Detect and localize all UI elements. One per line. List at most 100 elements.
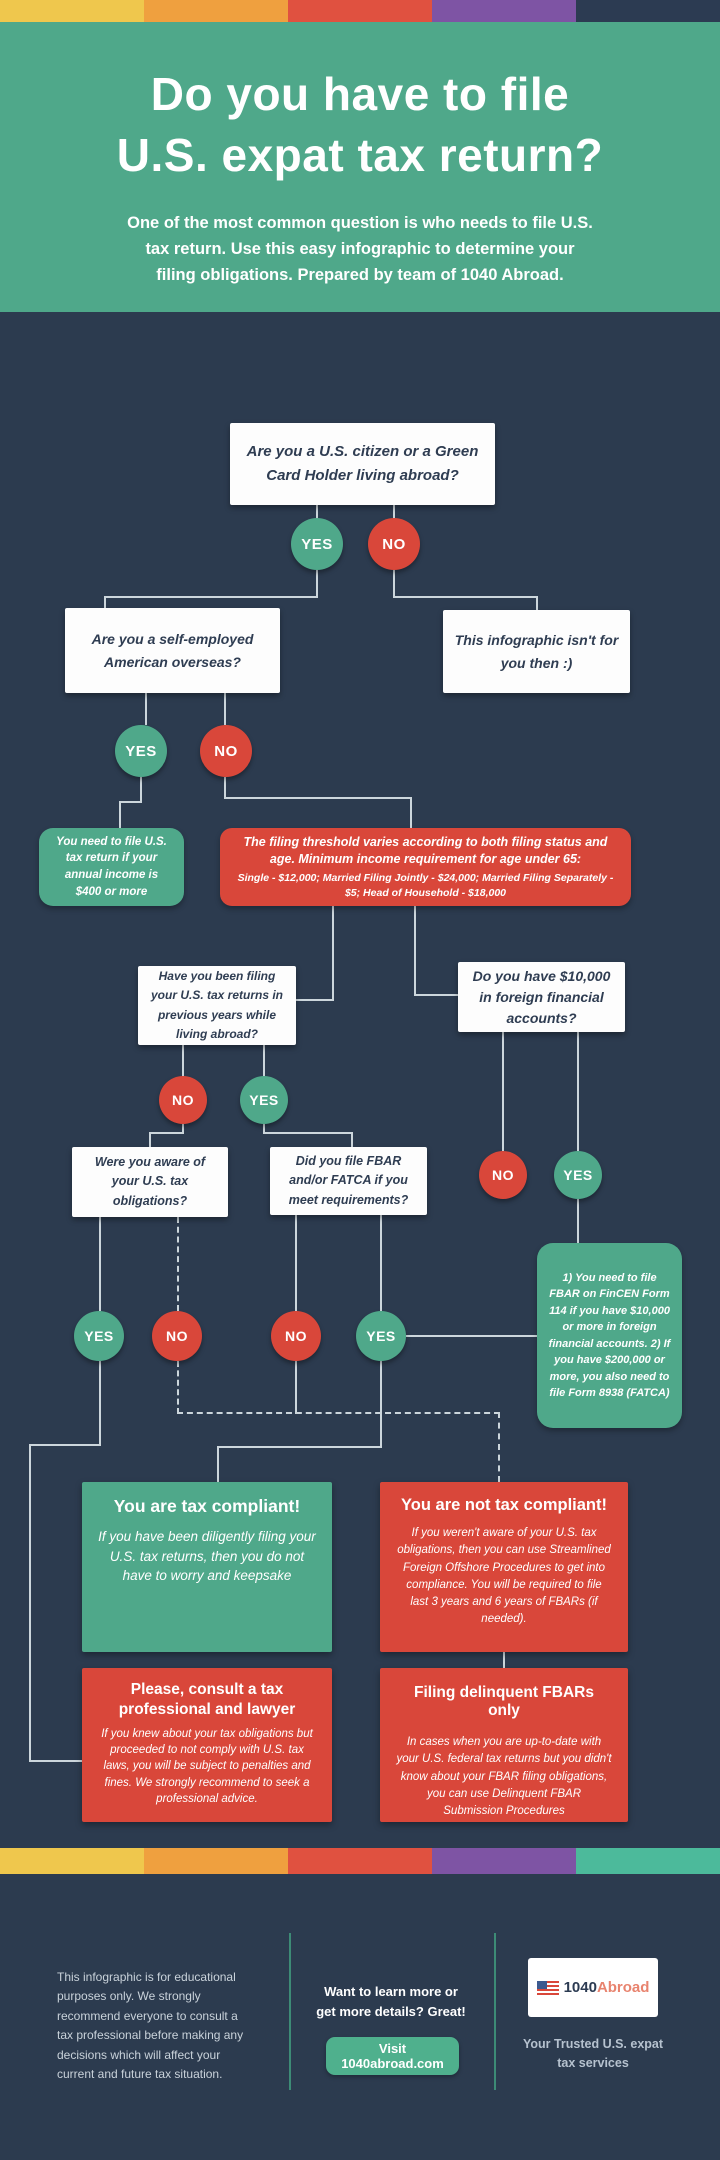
- yes-label: YES: [249, 1092, 279, 1108]
- connector-line: [29, 1444, 31, 1762]
- footer-divider: [289, 1933, 291, 2090]
- visit-website-button[interactable]: Visit 1040abroad.com: [326, 2037, 459, 2075]
- result-not-compliant-body: If you weren't aware of your U.S. tax ob…: [397, 1527, 611, 1626]
- connector-line: [577, 1032, 579, 1151]
- connector-line: [263, 1045, 265, 1076]
- no-label: NO: [382, 535, 406, 553]
- connector-line: [577, 1199, 579, 1243]
- not-for-you-box: This infographic isn't for you then :): [443, 610, 630, 693]
- connector-line: [503, 1652, 505, 1668]
- yes-circle-aware: YES: [74, 1311, 124, 1361]
- connector-line: [414, 906, 416, 996]
- logo-name: Abroad: [596, 1978, 650, 1996]
- yes-label: YES: [301, 535, 333, 553]
- us-flag-icon: [536, 1980, 559, 1995]
- connector-line: [296, 999, 334, 1001]
- yes-circle-fbar-fatca: YES: [356, 1311, 406, 1361]
- connector-line: [29, 1444, 101, 1446]
- page-subtitle: One of the most common question is who n…: [127, 214, 593, 284]
- logo-card: 1040Abroad: [528, 1958, 658, 2017]
- connector-line: [295, 1215, 297, 1311]
- yes-label: YES: [125, 742, 157, 760]
- connector-line-dashed: [177, 1361, 179, 1414]
- result-compliant-title: You are tax compliant!: [113, 1496, 301, 1516]
- connector-line: [263, 1124, 265, 1134]
- stripe-segment-orange: [144, 0, 288, 22]
- filing-threshold-box: The filing threshold varies according to…: [220, 828, 631, 906]
- connector-line: [224, 797, 412, 799]
- question-previous-filing-box: Have you been filing your U.S. tax retur…: [138, 966, 296, 1045]
- result-not-compliant-box: You are not tax compliant! If you weren'…: [380, 1482, 628, 1652]
- connector-line: [119, 801, 142, 803]
- connector-line: [502, 1032, 504, 1151]
- result-not-compliant-title: You are not tax compliant!: [401, 1496, 607, 1514]
- no-label: NO: [285, 1328, 307, 1344]
- yes-circle-foreign-accounts: YES: [554, 1151, 602, 1199]
- stripe-segment-yellow: [0, 0, 144, 22]
- question-citizen-box: Are you a U.S. citizen or a Green Card H…: [230, 423, 495, 505]
- no-circle-fbar-fatca: NO: [271, 1311, 321, 1361]
- connector-line: [316, 505, 318, 519]
- yes-label: YES: [84, 1328, 114, 1344]
- no-circle-previous-filing: NO: [159, 1076, 207, 1124]
- yes-circle-self-employed: YES: [115, 725, 167, 777]
- connector-line: [119, 801, 121, 829]
- stripe-segment-teal: [576, 1848, 720, 1874]
- connector-line: [149, 1132, 184, 1134]
- no-label: NO: [214, 742, 238, 760]
- connector-line: [217, 1446, 382, 1448]
- connector-line: [99, 1217, 101, 1311]
- connector-line: [316, 570, 318, 596]
- header-banner: Do you have to file U.S. expat tax retur…: [0, 22, 720, 312]
- connector-line: [380, 1361, 382, 1448]
- stripe-segment-orange: [144, 1848, 288, 1874]
- connector-line-dashed: [177, 1412, 500, 1414]
- no-label: NO: [166, 1328, 188, 1344]
- connector-line: [182, 1124, 184, 1134]
- no-circle-self-employed: NO: [200, 725, 252, 777]
- no-circle-aware: NO: [152, 1311, 202, 1361]
- question-fbar-fatca-box: Did you file FBAR and/or FATCA if you me…: [270, 1147, 427, 1215]
- question-self-employed-box: Are you a self-employed American oversea…: [65, 608, 280, 693]
- result-delinquent-title: Filing delinquent FBARs only: [414, 1684, 594, 1719]
- no-circle-citizen: NO: [368, 518, 420, 570]
- result-consult-box: Please, consult a tax professional and l…: [82, 1668, 332, 1822]
- result-consult-body: If you knew about your tax obligations b…: [101, 1728, 313, 1805]
- yes-circle-previous-filing: YES: [240, 1076, 288, 1124]
- bottom-color-stripe: [0, 1848, 720, 1874]
- stripe-segment-purple: [432, 1848, 576, 1874]
- footer-divider: [494, 1933, 496, 2090]
- connector-line: [332, 906, 334, 1001]
- no-label: NO: [492, 1167, 514, 1183]
- footer-cta-text: Want to learn more or get more details? …: [316, 1984, 466, 2019]
- no-circle-foreign-accounts: NO: [479, 1151, 527, 1199]
- connector-line: [393, 596, 538, 598]
- connector-line: [536, 596, 538, 611]
- connector-line: [149, 1132, 151, 1147]
- result-delinquent-body: In cases when you are up-to-date with yo…: [396, 1736, 612, 1817]
- yes-circle-citizen: YES: [291, 518, 343, 570]
- connector-line: [295, 1361, 297, 1414]
- result-delinquent-box: Filing delinquent FBARs only In cases wh…: [380, 1668, 628, 1822]
- stripe-segment-navy: [576, 0, 720, 22]
- connector-line: [104, 596, 318, 598]
- threshold-amounts-text: Single - $12,000; Married Filing Jointly…: [237, 871, 614, 899]
- connector-line: [104, 596, 106, 609]
- connector-line: [406, 1335, 537, 1337]
- connector-line: [29, 1760, 82, 1762]
- page-title-line2: U.S. expat tax return?: [116, 128, 604, 181]
- threshold-intro-text: The filing threshold varies according to…: [243, 834, 608, 867]
- footer-tagline: Your Trusted U.S. expat tax services: [522, 2037, 664, 2070]
- connector-line: [263, 1132, 353, 1134]
- connector-line: [217, 1446, 219, 1482]
- result-consult-title: Please, consult a tax professional and l…: [118, 1681, 296, 1719]
- yes-label: YES: [366, 1328, 396, 1344]
- page-title: Do you have to file U.S. expat tax retur…: [0, 64, 720, 185]
- connector-line: [410, 797, 412, 829]
- connector-line: [351, 1132, 353, 1147]
- connector-line: [224, 693, 226, 725]
- connector-line: [182, 1045, 184, 1076]
- page-title-line1: Do you have to file: [150, 68, 570, 120]
- connector-line: [224, 777, 226, 799]
